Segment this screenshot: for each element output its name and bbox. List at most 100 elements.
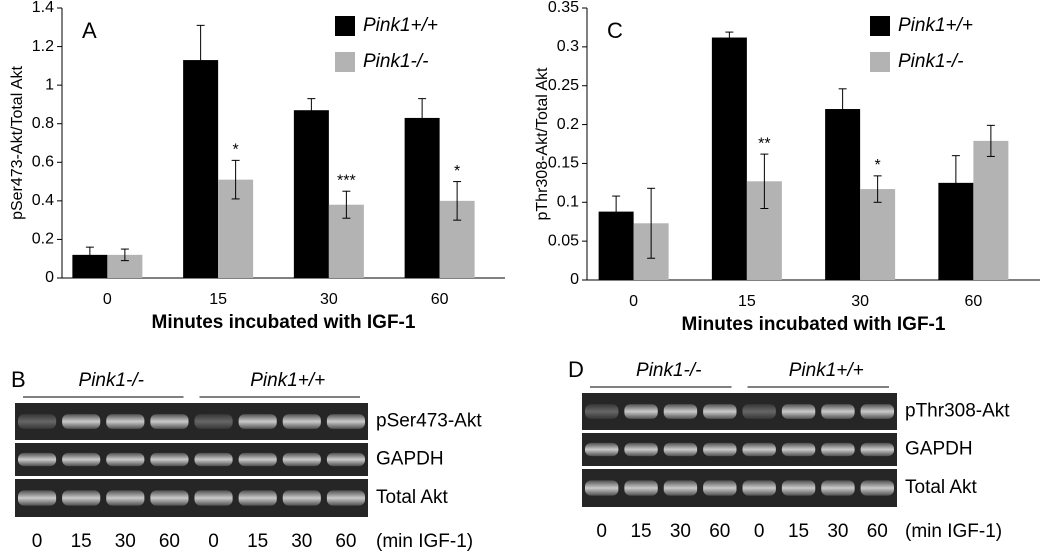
lane-note: (min IGF-1) — [905, 521, 1002, 542]
blot-band — [860, 480, 894, 496]
lane-label: 15 — [630, 521, 651, 542]
lane-label: 30 — [827, 521, 848, 542]
blot-band — [62, 490, 101, 506]
y-tick-label: 0 — [45, 269, 54, 286]
blot-band — [663, 404, 698, 419]
blot-band — [326, 452, 365, 467]
blot-band — [194, 414, 233, 429]
significance-label: ** — [758, 135, 770, 152]
legend-label: Pink1-/- — [363, 51, 428, 72]
row-label: pThr308-Akt — [905, 401, 1010, 422]
lane-label: 15 — [788, 521, 809, 542]
panel-label: D — [568, 357, 584, 382]
lane-label: 0 — [208, 531, 219, 552]
bar — [711, 37, 747, 280]
legend-swatch — [335, 16, 355, 36]
x-tick-label: 0 — [103, 291, 112, 308]
blot-band — [106, 490, 145, 506]
y-tick-label: 1.2 — [32, 38, 54, 55]
lane-label: 60 — [159, 531, 180, 552]
blot-band — [585, 404, 619, 419]
blot-band — [624, 404, 658, 419]
blot-band — [282, 452, 321, 467]
legend-label: Pink1+/+ — [898, 15, 973, 36]
lane-label: 60 — [709, 521, 730, 542]
bar — [860, 189, 896, 280]
significance-label: * — [454, 163, 460, 180]
y-tick-label: 0.3 — [557, 38, 579, 55]
lane-label: 30 — [115, 531, 136, 552]
x-tick-label: 30 — [320, 291, 338, 308]
blot-band — [238, 452, 277, 467]
row-label: GAPDH — [376, 449, 444, 470]
y-tick-label: 0.4 — [32, 192, 54, 209]
blot-band — [150, 490, 189, 506]
blot-band — [282, 414, 321, 429]
blot-band — [742, 480, 776, 496]
bar — [183, 60, 219, 279]
significance-label: * — [875, 157, 881, 174]
y-tick-label: 1.4 — [32, 0, 54, 16]
blot-band — [62, 414, 101, 429]
lane-label: 15 — [71, 531, 92, 552]
lane-label: 0 — [32, 531, 43, 552]
x-axis-title: Minutes incubated with IGF-1 — [682, 314, 946, 335]
lane-label: 30 — [670, 521, 691, 542]
blot-band — [282, 490, 321, 506]
group-label: Pink1+/+ — [250, 370, 325, 391]
blot-band — [585, 442, 619, 457]
group-label: Pink1+/+ — [789, 360, 864, 381]
row-label: GAPDH — [905, 439, 973, 460]
row-label: pSer473-Akt — [376, 411, 482, 432]
blot-band — [585, 480, 619, 496]
blot-band — [624, 442, 658, 457]
blot-band — [624, 480, 658, 496]
blot-band — [860, 404, 894, 419]
blot-band — [663, 480, 698, 496]
group-label: Pink1-/- — [636, 360, 701, 381]
panel-label: C — [607, 18, 623, 43]
blot-band — [238, 490, 277, 506]
blot-band — [781, 404, 816, 419]
blot-band — [703, 404, 737, 419]
lane-label: 60 — [335, 531, 356, 552]
blot-band — [821, 442, 855, 457]
bar — [72, 254, 108, 278]
blot-band — [62, 452, 101, 467]
blot-band — [821, 480, 855, 496]
blot-band — [326, 414, 365, 429]
lane-label: 15 — [247, 531, 268, 552]
blot-band — [18, 490, 57, 506]
legend-swatch — [335, 52, 355, 72]
bar — [107, 254, 143, 278]
blot-band — [106, 452, 145, 467]
blot-band — [742, 442, 776, 457]
lane-note: (min IGF-1) — [376, 531, 473, 552]
bar — [973, 140, 1009, 280]
legend-label: Pink1+/+ — [363, 15, 438, 36]
y-tick-label: 0.15 — [548, 155, 579, 172]
y-tick-label: 0.35 — [548, 0, 579, 16]
blot-band — [326, 490, 365, 506]
blot-band — [150, 414, 189, 429]
y-axis-title: pSer473-Akt/Total Akt — [9, 66, 26, 220]
blot-band — [18, 452, 57, 467]
blot-band — [781, 442, 816, 457]
blot-band — [194, 490, 233, 506]
x-tick-label: 15 — [738, 293, 756, 310]
x-tick-label: 0 — [629, 293, 638, 310]
blot-band — [663, 442, 698, 457]
blot-band — [238, 414, 277, 429]
lane-label: 30 — [291, 531, 312, 552]
blot-band — [150, 452, 189, 467]
x-tick-label: 60 — [964, 293, 982, 310]
blot-band — [821, 404, 855, 419]
row-label: Total Akt — [905, 477, 978, 498]
x-tick-label: 15 — [209, 291, 227, 308]
group-label: Pink1-/- — [79, 370, 144, 391]
significance-label: *** — [337, 172, 356, 189]
blot-band — [18, 414, 57, 429]
bar — [293, 110, 329, 278]
x-tick-label: 60 — [431, 291, 449, 308]
